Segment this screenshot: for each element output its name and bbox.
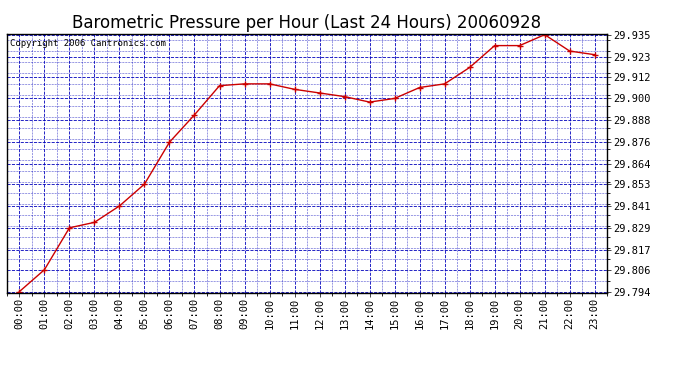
Title: Barometric Pressure per Hour (Last 24 Hours) 20060928: Barometric Pressure per Hour (Last 24 Ho… bbox=[72, 14, 542, 32]
Text: Copyright 2006 Cantronics.com: Copyright 2006 Cantronics.com bbox=[10, 39, 166, 48]
